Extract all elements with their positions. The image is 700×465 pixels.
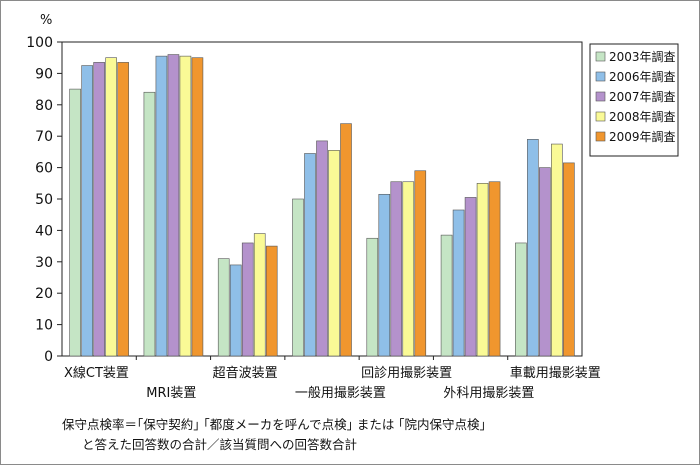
bar: [316, 140, 328, 357]
y-tick-label: 20: [35, 286, 53, 302]
x-tick-label: MRI装置: [146, 386, 196, 401]
bar: [390, 181, 403, 357]
footnote-line-1: 保守点検率＝｢保守契約｣ ｢都度メーカを呼んで点検｣ または ｢院内保守点検｣: [62, 417, 486, 432]
x-tick-label: 回診用撮影装置: [361, 365, 452, 381]
y-unit-label: %: [40, 13, 52, 28]
legend-swatch: [595, 111, 606, 122]
x-tick-label: 外科用撮影装置: [443, 385, 534, 401]
bar: [488, 181, 501, 357]
legend-label: 2007年調査: [609, 90, 676, 104]
bar: [217, 258, 230, 357]
bar: [304, 153, 316, 357]
bar: [476, 183, 489, 357]
y-tick-label: 100: [26, 35, 53, 51]
x-tick-label: 超音波装置: [213, 365, 278, 381]
bar: [292, 198, 304, 357]
y-tick-label: 40: [35, 223, 53, 239]
bar: [81, 65, 93, 357]
bar: [563, 162, 575, 357]
x-tick-label: X線CT装置: [64, 365, 129, 381]
bar: [105, 57, 117, 357]
legend-swatch: [595, 51, 606, 62]
y-tick-label: 70: [35, 129, 53, 145]
bar: [253, 233, 266, 357]
legend-swatch: [595, 71, 606, 82]
legend-label: 2008年調査: [609, 110, 676, 124]
bar: [93, 62, 105, 357]
bar: [464, 197, 477, 357]
y-tick-label: 30: [35, 255, 53, 271]
bar: [402, 181, 415, 357]
bar: [117, 62, 129, 357]
legend-swatch: [595, 91, 606, 102]
bar: [241, 242, 254, 357]
bar: [265, 245, 278, 357]
bar: [328, 150, 340, 357]
bar: [440, 234, 453, 357]
bar: [191, 57, 204, 357]
bar: [515, 242, 527, 357]
bar: [143, 91, 156, 357]
bar: [167, 54, 180, 357]
bar: [69, 88, 81, 357]
footnote-line-2: と答えた回答数の合計／該当質問への回答数合計: [82, 437, 358, 452]
y-tick-label: 0: [44, 349, 53, 365]
bar: [527, 139, 539, 357]
y-tick-label: 10: [35, 318, 53, 334]
bar: [366, 237, 379, 357]
x-tick-label: 一般用撮影装置: [295, 385, 386, 401]
bar: [539, 167, 551, 357]
y-tick-label: 80: [35, 98, 53, 114]
x-tick-label: 車載用撮影装置: [510, 365, 601, 381]
legend-swatch: [595, 131, 606, 142]
bar: [179, 55, 192, 357]
bar: [340, 123, 352, 357]
legend-label: 2003年調査: [609, 50, 676, 64]
legend-label: 2006年調査: [609, 70, 676, 84]
bar: [414, 170, 427, 357]
y-tick-label: 90: [35, 66, 53, 82]
legend-label: 2009年調査: [609, 130, 676, 144]
bar: [551, 143, 563, 357]
bar: [378, 193, 391, 357]
bar: [229, 264, 242, 357]
y-tick-label: 50: [35, 192, 53, 208]
bar: [452, 209, 465, 357]
y-tick-label: 60: [35, 161, 53, 177]
bar: [155, 55, 168, 357]
